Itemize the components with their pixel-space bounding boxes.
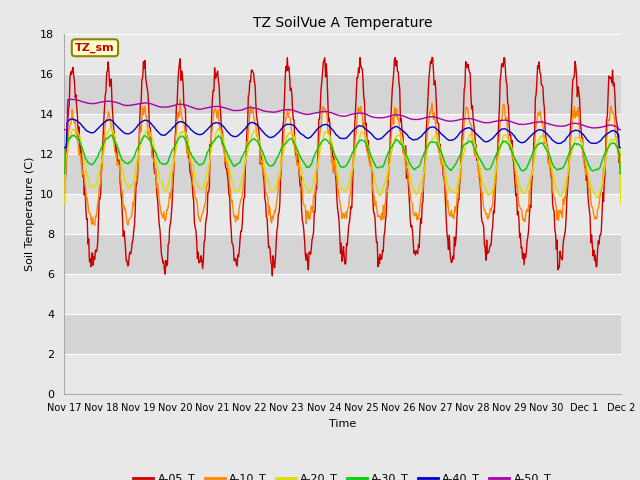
Y-axis label: Soil Temperature (C): Soil Temperature (C)	[24, 156, 35, 271]
Bar	[64, 73, 621, 114]
Bar	[64, 234, 621, 274]
Bar	[64, 154, 621, 193]
Bar	[64, 354, 621, 394]
X-axis label: Time: Time	[329, 419, 356, 429]
Bar	[64, 313, 621, 354]
Bar	[64, 274, 621, 313]
Legend: A-05_T, A-10_T, A-20_T, A-30_T, A-40_T, A-50_T: A-05_T, A-10_T, A-20_T, A-30_T, A-40_T, …	[129, 469, 556, 480]
Title: TZ SoilVue A Temperature: TZ SoilVue A Temperature	[253, 16, 432, 30]
Bar	[64, 193, 621, 234]
Bar	[64, 34, 621, 73]
Text: TZ_sm: TZ_sm	[75, 43, 115, 53]
Bar	[64, 114, 621, 154]
